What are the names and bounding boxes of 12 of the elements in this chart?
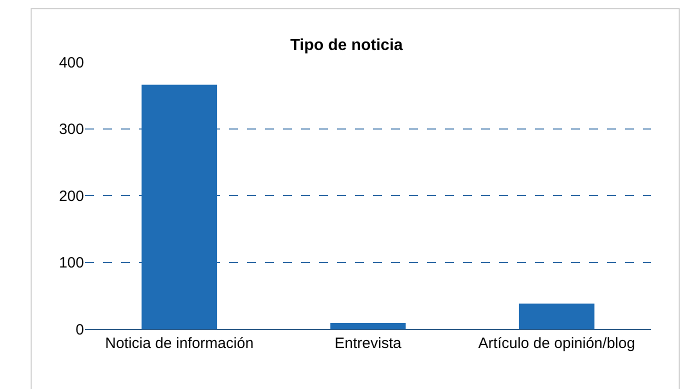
y-tick-label: 400 [58,54,84,72]
bar [330,322,406,329]
x-tick-label: Noticia de información [105,335,254,352]
y-tick-label: 0 [76,321,84,338]
bar [142,84,218,329]
x-tick-label: Entrevista [334,335,402,352]
y-tick-label: 200 [58,188,84,205]
bar [518,304,594,329]
y-tick-label: 300 [58,121,84,138]
y-tick-label: 100 [58,254,84,272]
chart-title: Tipo de noticia [290,37,403,54]
x-tick-label: Artículo de opinión/blog [478,335,636,352]
